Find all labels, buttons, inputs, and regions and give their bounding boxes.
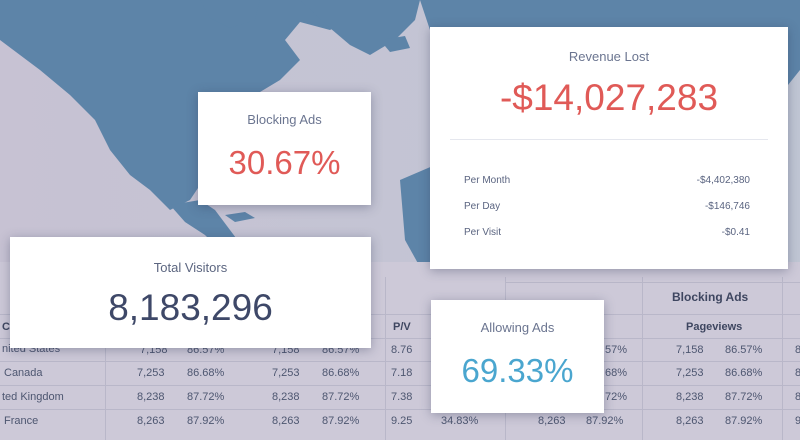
- revenue-lost-value: -$14,027,283: [499, 77, 719, 118]
- table-group-header: Blocking Ads: [672, 290, 749, 304]
- revenue-row-value: -$0.41: [721, 227, 750, 238]
- country-cell: France: [4, 415, 39, 427]
- table-cell: 57%: [605, 344, 628, 356]
- total-visitors-card: Total Visitors 8,183,296: [10, 237, 371, 348]
- total-visitors-value: 8,183,296: [108, 287, 273, 328]
- table-cell: 68%: [605, 367, 628, 379]
- table-cell: 8,263: [538, 415, 566, 427]
- table-cell: 8.76: [391, 344, 413, 356]
- table-cell: 8: [795, 391, 800, 403]
- card-divider: [450, 139, 768, 140]
- table-cell: 7,253: [676, 367, 704, 379]
- table-cell: 87.92%: [586, 415, 624, 427]
- table-cell: 9.25: [391, 415, 413, 427]
- table-cell: 86.68%: [725, 367, 763, 379]
- table-cell: 34.83%: [441, 415, 479, 427]
- table-cell: 8,238: [676, 391, 704, 403]
- table-cell: 8,238: [137, 391, 165, 403]
- table-cell: 87.72%: [725, 391, 763, 403]
- table-cell: 87.92%: [725, 415, 763, 427]
- table-cell: 7,253: [137, 367, 165, 379]
- table-cell: 9: [795, 415, 800, 427]
- table-cell: 87.72%: [322, 391, 360, 403]
- revenue-row-label: Per Day: [464, 201, 501, 212]
- table-cell: 72%: [605, 391, 628, 403]
- revenue-row-value: -$4,402,380: [696, 175, 750, 186]
- column-divider: [782, 277, 783, 440]
- column-header-pv: P/V: [393, 321, 411, 333]
- table-cell: 87.72%: [187, 391, 225, 403]
- revenue-row-label: Per Visit: [464, 227, 502, 238]
- table-cell: 8,263: [676, 415, 704, 427]
- table-cell: 86.68%: [187, 367, 225, 379]
- table-row: ted Kingdom 8,238 87.72% 8,238 87.72% 7.…: [0, 385, 800, 409]
- country-cell: Canada: [4, 367, 43, 379]
- table-cell: 8: [795, 344, 800, 356]
- allowing-ads-value: 69.33%: [461, 352, 574, 389]
- card-title: Allowing Ads: [480, 320, 555, 335]
- table-cell: 8: [795, 367, 800, 379]
- north-america-landmass: [0, 0, 352, 210]
- arctic-islands-landmass: [200, 0, 260, 28]
- card-title: Total Visitors: [153, 260, 228, 275]
- caribbean-islands: [225, 212, 255, 222]
- table-cell: 7,253: [272, 367, 300, 379]
- table-cell: 86.68%: [322, 367, 360, 379]
- table-cell: 86.57%: [725, 344, 763, 356]
- table-row: France 8,263 87.92% 8,263 87.92% 9.25 34…: [0, 409, 800, 433]
- table-cell: 87.92%: [322, 415, 360, 427]
- table-cell: 8,263: [272, 415, 300, 427]
- column-divider: [385, 277, 386, 440]
- blocking-ads-value: 30.67%: [228, 144, 341, 181]
- allowing-ads-card: Allowing Ads 69.33%: [431, 300, 604, 413]
- group-header-divider: [505, 282, 800, 283]
- table-cell: 8,263: [137, 415, 165, 427]
- table-row: nited States 7,158 86.57% 7,158 86.57% 8…: [0, 338, 800, 362]
- column-header-pageviews: Pageviews: [686, 321, 743, 333]
- revenue-lost-card: Revenue Lost -$14,027,283 Per Month -$4,…: [430, 27, 788, 269]
- card-title: Revenue Lost: [568, 49, 650, 64]
- table-cell: 7.18: [391, 367, 413, 379]
- card-title: Blocking Ads: [247, 112, 322, 127]
- country-cell: ted Kingdom: [2, 391, 64, 403]
- column-divider: [105, 277, 106, 440]
- revenue-row-value: -$146,746: [704, 201, 750, 212]
- column-divider: [642, 277, 643, 440]
- revenue-row-label: Per Month: [464, 175, 511, 186]
- table-row: Canada 7,253 86.68% 7,253 86.68% 7.18 68…: [0, 361, 800, 385]
- table-cell: 87.92%: [187, 415, 225, 427]
- table-cell: 8,238: [272, 391, 300, 403]
- table-cell: 7,158: [676, 344, 704, 356]
- iceland-landmass: [380, 36, 410, 52]
- blocking-ads-card: Blocking Ads 30.67%: [198, 92, 371, 205]
- table-cell: 7.38: [391, 391, 413, 403]
